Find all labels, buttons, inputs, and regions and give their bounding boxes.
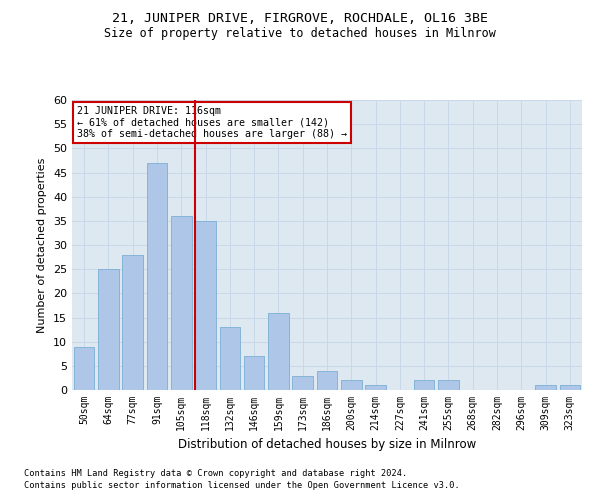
Bar bbox=[268, 312, 289, 390]
Bar bbox=[74, 346, 94, 390]
Text: 21 JUNIPER DRIVE: 116sqm
← 61% of detached houses are smaller (142)
38% of semi-: 21 JUNIPER DRIVE: 116sqm ← 61% of detach… bbox=[77, 106, 347, 139]
Bar bbox=[341, 380, 362, 390]
Bar bbox=[365, 385, 386, 390]
X-axis label: Distribution of detached houses by size in Milnrow: Distribution of detached houses by size … bbox=[178, 438, 476, 452]
Bar bbox=[171, 216, 191, 390]
Bar bbox=[414, 380, 434, 390]
Bar bbox=[292, 376, 313, 390]
Bar bbox=[317, 370, 337, 390]
Y-axis label: Number of detached properties: Number of detached properties bbox=[37, 158, 47, 332]
Bar bbox=[438, 380, 459, 390]
Bar bbox=[244, 356, 265, 390]
Text: Contains HM Land Registry data © Crown copyright and database right 2024.: Contains HM Land Registry data © Crown c… bbox=[24, 468, 407, 477]
Bar bbox=[195, 221, 216, 390]
Text: 21, JUNIPER DRIVE, FIRGROVE, ROCHDALE, OL16 3BE: 21, JUNIPER DRIVE, FIRGROVE, ROCHDALE, O… bbox=[112, 12, 488, 26]
Text: Size of property relative to detached houses in Milnrow: Size of property relative to detached ho… bbox=[104, 28, 496, 40]
Bar bbox=[122, 254, 143, 390]
Text: Contains public sector information licensed under the Open Government Licence v3: Contains public sector information licen… bbox=[24, 481, 460, 490]
Bar bbox=[98, 269, 119, 390]
Bar bbox=[146, 163, 167, 390]
Bar bbox=[560, 385, 580, 390]
Bar bbox=[535, 385, 556, 390]
Bar bbox=[220, 327, 240, 390]
